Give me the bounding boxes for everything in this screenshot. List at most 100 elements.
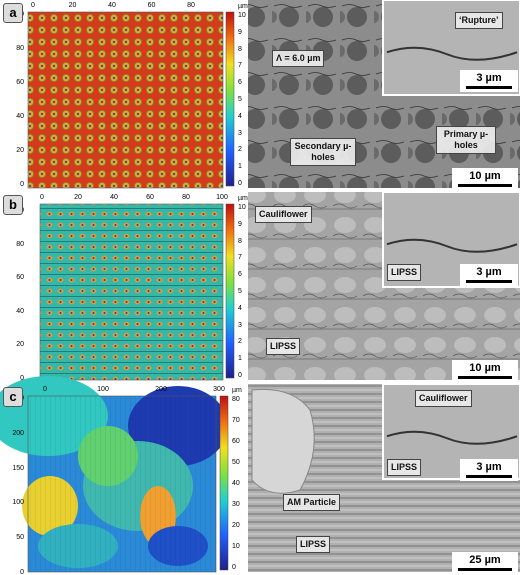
annotation: Cauliflower <box>415 390 472 407</box>
x-tick: 300 <box>213 386 225 393</box>
panel-label: a <box>3 3 23 23</box>
height-map-texture <box>28 396 216 572</box>
colorbar-tick: 8 <box>238 237 242 245</box>
annotation: Cauliflower <box>255 206 312 223</box>
annotation: ‘Rupture’ <box>455 12 503 29</box>
scale-line <box>458 568 512 571</box>
colorbar-tick: 7 <box>238 62 242 70</box>
scale-line <box>458 376 512 379</box>
map-frame <box>27 395 217 573</box>
colorbar-unit: µm <box>232 387 242 394</box>
annotation: Secondary µ-holes <box>290 138 356 166</box>
y-tick: 20 <box>16 147 24 154</box>
colorbar-tick: 10 <box>238 204 246 211</box>
x-tick: 80 <box>182 194 190 201</box>
y-tick: 100 <box>12 499 24 507</box>
annotation: Λ = 6.0 µm <box>272 50 325 67</box>
x-tick: 20 <box>68 2 77 9</box>
am-particle <box>251 388 315 494</box>
colorbar-tick: 2 <box>238 146 242 154</box>
x-tick: 200 <box>155 386 167 393</box>
y-tick: 40 <box>16 307 24 315</box>
y-tick: 0 <box>20 181 24 188</box>
y-tick: 60 <box>16 79 24 86</box>
scale-line <box>458 184 512 187</box>
inset-texture <box>386 46 518 61</box>
x-tick: 0 <box>40 194 44 201</box>
colorbar-tick: 8 <box>238 45 242 53</box>
annotation: LIPSS <box>387 459 422 476</box>
scale-label: 3 µm <box>476 461 502 473</box>
colorbar <box>219 395 229 571</box>
height-map <box>28 12 223 188</box>
scale-bar: 10 µm <box>452 360 518 382</box>
colorbar-tick: 3 <box>238 129 242 137</box>
map-frame <box>27 11 224 189</box>
scale-bar: 10 µm <box>452 168 518 190</box>
colorbar-tick: 70 <box>232 417 240 424</box>
colorbar-tick: 4 <box>238 304 242 312</box>
colorbar-tick: 0 <box>238 372 242 379</box>
y-tick: 20 <box>16 341 24 349</box>
colorbar-tick: 50 <box>232 459 240 466</box>
height-map <box>40 204 223 380</box>
scale-label: 10 µm <box>469 362 501 374</box>
colorbar-unit: µm <box>238 195 248 202</box>
y-tick: 150 <box>12 464 24 472</box>
y-tick: 0 <box>20 375 24 382</box>
colorbar-tick: 9 <box>238 28 242 36</box>
x-tick: 40 <box>110 194 118 201</box>
colorbar-tick: 5 <box>238 288 242 295</box>
y-tick: 50 <box>16 534 24 542</box>
x-tick: 0 <box>43 386 47 393</box>
annotation: LIPSS <box>266 338 301 355</box>
colorbar-tick: 10 <box>232 543 240 550</box>
colorbar-tick: 40 <box>232 480 240 487</box>
colorbar-tick: 1 <box>238 163 242 171</box>
scale-bar: 3 µm <box>460 264 518 286</box>
scale-label: 3 µm <box>476 72 502 84</box>
colorbar-tick: 60 <box>232 438 240 445</box>
map-frame <box>39 203 224 381</box>
y-tick: 40 <box>16 113 24 120</box>
colorbar-tick: 0 <box>232 564 236 571</box>
annotation: AM Particle <box>283 494 341 511</box>
colorbar-tick: 1 <box>238 355 242 363</box>
colorbar-tick: 10 <box>238 12 246 19</box>
scale-label: 3 µm <box>476 266 502 278</box>
colorbar-tick: 80 <box>232 396 240 403</box>
x-tick: 60 <box>147 2 156 9</box>
scale-bar: 3 µm <box>460 459 518 481</box>
annotation: LIPSS <box>296 536 331 553</box>
colorbar-tick: 9 <box>238 220 242 228</box>
y-tick: 80 <box>16 45 24 52</box>
colorbar-unit: µm <box>238 3 248 10</box>
x-tick: 100 <box>97 386 109 393</box>
y-tick: 200 <box>12 429 24 437</box>
colorbar-tick: 4 <box>238 112 242 120</box>
x-tick: 60 <box>146 194 154 201</box>
colorbar-tick: 6 <box>238 79 242 87</box>
x-tick: 80 <box>187 2 195 9</box>
scale-bar: 25 µm <box>452 552 518 574</box>
inset-texture <box>386 430 518 445</box>
panel-label: c <box>3 387 23 407</box>
scale-label: 10 µm <box>469 170 501 182</box>
y-tick: 60 <box>16 274 24 282</box>
colorbar-tick: 0 <box>238 180 242 187</box>
scale-line <box>466 475 512 478</box>
annotation: Primary µ-holes <box>436 126 496 154</box>
panel-label: b <box>3 195 23 215</box>
annotation: LIPSS <box>387 264 422 281</box>
scale-line <box>466 280 512 283</box>
colorbar-tick: 30 <box>232 501 240 508</box>
x-tick: 100 <box>216 194 228 201</box>
scale-line <box>466 86 512 89</box>
colorbar-tick: 20 <box>232 522 240 529</box>
colorbar <box>225 203 235 379</box>
scale-bar: 3 µm <box>460 70 518 92</box>
x-tick: 40 <box>108 2 116 9</box>
colorbar-tick: 2 <box>238 338 242 346</box>
